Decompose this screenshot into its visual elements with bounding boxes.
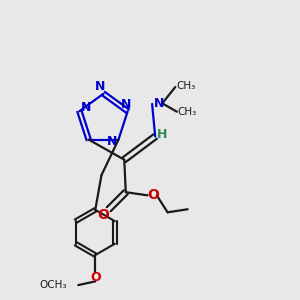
Text: N: N [95, 80, 105, 93]
Text: N: N [154, 97, 164, 110]
Text: O: O [147, 188, 159, 202]
Text: O: O [97, 208, 109, 222]
Text: OCH₃: OCH₃ [39, 280, 67, 290]
Text: O: O [90, 271, 101, 284]
Text: N: N [121, 98, 131, 111]
Text: H: H [157, 128, 167, 141]
Text: CH₃: CH₃ [176, 81, 195, 91]
Text: N: N [81, 101, 92, 114]
Text: N: N [106, 135, 117, 148]
Text: CH₃: CH₃ [178, 107, 197, 117]
